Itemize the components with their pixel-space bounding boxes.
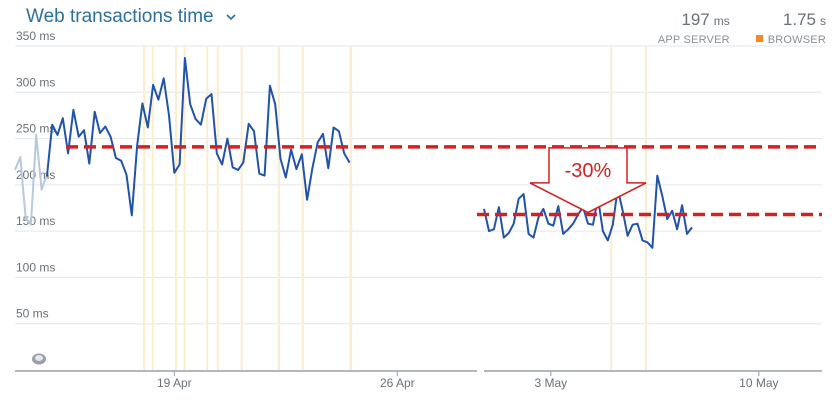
x-tick-label: 10 May	[739, 376, 778, 390]
y-tick-label: 250 ms	[16, 122, 55, 136]
highlight-band	[206, 46, 209, 370]
app-server-label: APP SERVER	[657, 34, 730, 46]
chart-header: Web transactions time	[26, 6, 238, 28]
browser-swatch	[755, 35, 763, 42]
browser-value: 1.75	[782, 10, 816, 29]
chart-panel-1: 19 Apr 26 Apr	[14, 46, 477, 390]
highlight-band	[174, 46, 177, 370]
y-tick-label: 150 ms	[16, 214, 55, 228]
x-tick-label: 26 Apr	[380, 376, 415, 390]
browser-legend[interactable]: BROWSER	[755, 34, 826, 46]
highlight-band	[240, 46, 243, 370]
app-server-value: 197	[681, 10, 710, 29]
browser-metric[interactable]: 1.75 s BROWSER	[755, 10, 826, 46]
y-tick-label: 50 ms	[16, 307, 49, 321]
highlight-band	[143, 46, 146, 370]
browser-label: BROWSER	[767, 34, 826, 46]
chart-title: Web transactions time	[26, 6, 214, 27]
y-tick-label: 300 ms	[16, 75, 55, 89]
x-tick-label: 3 May	[535, 376, 568, 390]
highlight-band	[216, 46, 219, 370]
drag-handle-inner	[35, 355, 43, 361]
highlight-band	[644, 46, 647, 370]
x-tick-label: 19 Apr	[157, 376, 192, 390]
highlight-band	[183, 46, 186, 370]
reduction-label: -30%	[565, 160, 612, 182]
highlight-band	[301, 46, 304, 370]
highlight-band	[277, 46, 280, 370]
highlight-band	[349, 46, 353, 370]
app-server-metric: 197 ms APP SERVER	[658, 10, 730, 46]
series-line	[45, 57, 351, 217]
chart-panel-2: 3 May 10 May	[483, 46, 822, 390]
app-server-unit: ms	[713, 14, 730, 28]
chevron-down-icon[interactable]	[224, 10, 238, 24]
y-tick-label: 100 ms	[16, 260, 55, 274]
highlight-band	[610, 46, 613, 370]
faded-series-line	[14, 133, 48, 226]
reduction-arrow	[529, 147, 647, 214]
summary-metrics: 197 ms APP SERVER 1.75 s BROWSER	[658, 10, 826, 46]
drag-handle-icon[interactable]	[32, 353, 46, 365]
browser-unit: s	[820, 14, 826, 28]
series-line	[483, 174, 693, 249]
y-tick-label: 350 ms	[16, 29, 55, 43]
highlight-band	[151, 46, 154, 370]
